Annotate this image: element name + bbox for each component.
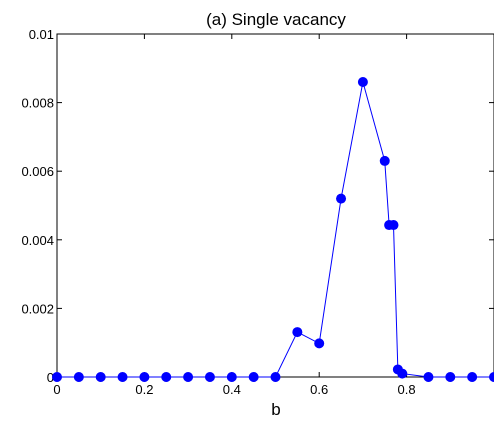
data-point bbox=[379, 155, 390, 166]
data-point bbox=[336, 193, 347, 204]
y-tick-label: 0.006 bbox=[21, 164, 54, 179]
data-point bbox=[226, 372, 237, 382]
data-point bbox=[388, 220, 399, 231]
data-point bbox=[489, 372, 494, 382]
plot-area bbox=[56, 33, 494, 378]
data-point bbox=[445, 372, 456, 382]
y-tick-label: 0.002 bbox=[21, 301, 54, 316]
y-axis-ticks: 0 0.002 0.004 0.006 0.008 0.01 bbox=[21, 27, 494, 385]
data-point bbox=[52, 372, 62, 382]
data-point bbox=[117, 372, 128, 382]
x-tick-label: 0.6 bbox=[310, 382, 328, 397]
y-tick-label: 0.004 bbox=[21, 233, 54, 248]
x-tick-label: 0.8 bbox=[398, 382, 416, 397]
y-tick-label: 0 bbox=[47, 370, 54, 385]
data-point bbox=[423, 372, 434, 382]
y-tick-label: 0.01 bbox=[29, 27, 54, 42]
data-point bbox=[292, 327, 303, 338]
data-point bbox=[139, 372, 150, 382]
data-point bbox=[357, 77, 368, 88]
data-point bbox=[161, 372, 172, 382]
chart-title: (a) Single vacancy bbox=[206, 10, 346, 29]
data-point bbox=[314, 338, 325, 349]
x-tick-label: 0.2 bbox=[135, 382, 153, 397]
x-axis-label: b bbox=[271, 400, 280, 419]
data-point bbox=[397, 368, 408, 379]
data-point bbox=[73, 372, 84, 382]
data-point bbox=[95, 372, 106, 382]
data-point bbox=[270, 372, 281, 382]
data-point bbox=[248, 372, 259, 382]
y-tick-label: 0.008 bbox=[21, 96, 54, 111]
x-tick-label: 0.4 bbox=[223, 382, 241, 397]
x-axis-ticks: 0 0.2 0.4 0.6 0.8 bbox=[53, 34, 416, 397]
data-point bbox=[183, 372, 194, 382]
data-point bbox=[467, 372, 478, 382]
series-group bbox=[52, 77, 494, 382]
data-point bbox=[204, 372, 215, 382]
x-tick-label: 0 bbox=[53, 382, 60, 397]
